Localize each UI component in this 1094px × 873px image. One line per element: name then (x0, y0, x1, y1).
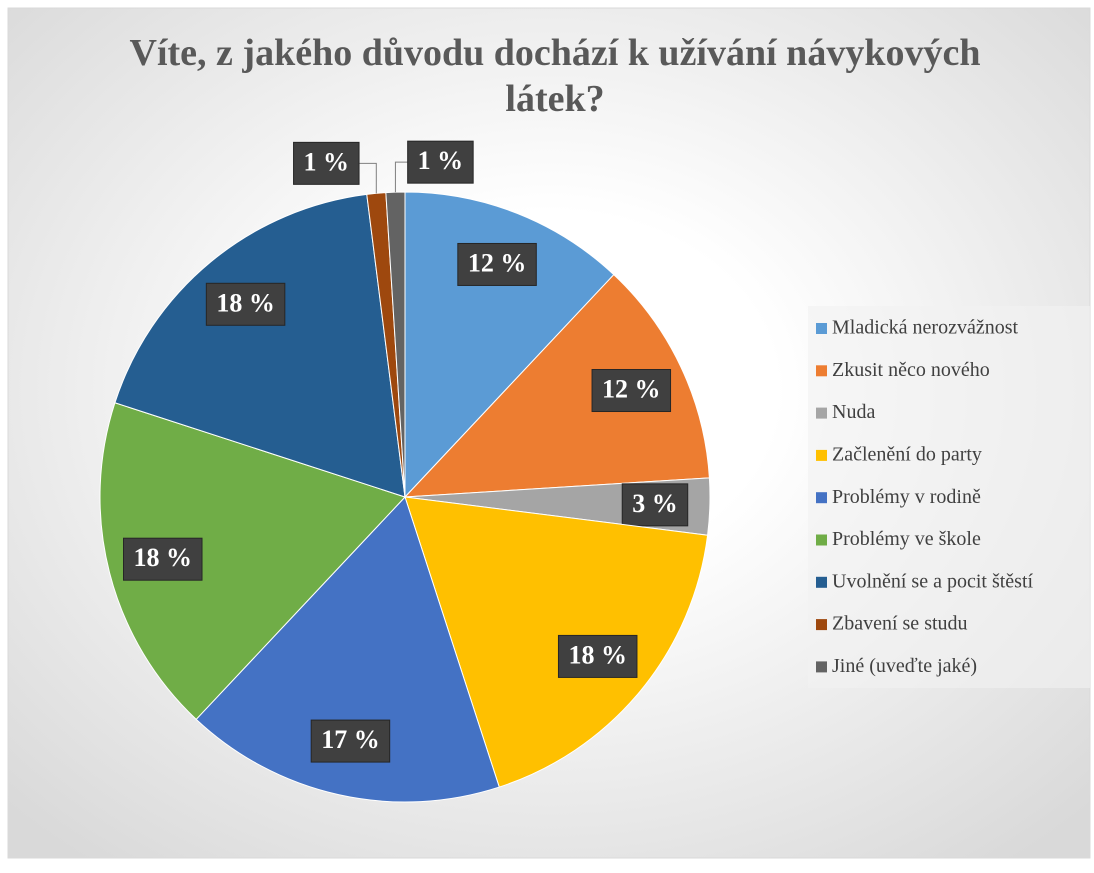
legend-label: Jiné (uveďte jaké) (832, 655, 977, 677)
pie-slice (385, 191, 406, 498)
legend-label: Zkusit něco nového (832, 359, 990, 381)
data-label: 12 % (468, 248, 527, 277)
legend-swatch (816, 576, 827, 588)
pie-slice (404, 496, 709, 788)
legend-label: Uvolnění se a pocit štěstí (832, 570, 1034, 592)
data-label-box (310, 719, 391, 763)
pie-slice (403, 273, 710, 498)
legend-swatch (816, 407, 827, 419)
data-label-box (293, 141, 360, 185)
data-label: 12 % (602, 374, 661, 403)
legend-box (808, 306, 1090, 688)
legend-swatch (816, 323, 827, 334)
data-label: 17 % (321, 725, 380, 754)
chart-title: Víte, z jakého důvodu dochází k užívání … (129, 32, 981, 120)
legend-swatch (816, 619, 827, 631)
data-label-box (205, 282, 286, 326)
legend-swatch (816, 365, 827, 377)
data-label-box (591, 369, 672, 413)
data-label: 18 % (568, 640, 627, 669)
data-label: 1 % (304, 147, 350, 176)
data-label: 18 % (216, 288, 275, 317)
data-label: 3 % (632, 489, 678, 518)
leader-line (356, 162, 377, 194)
pie-slice (404, 191, 615, 499)
data-label-box (123, 537, 203, 581)
data-label-box (621, 483, 689, 527)
legend-swatch (816, 661, 827, 673)
leader-line (394, 161, 411, 193)
data-label-box (557, 634, 638, 678)
legend-swatch (816, 449, 827, 461)
data-label-box (407, 140, 474, 184)
pie-slice (114, 193, 406, 498)
legend-label: Problémy ve škole (832, 528, 981, 550)
legend-label: Problémy v rodině (832, 486, 981, 508)
data-label-box (457, 242, 537, 286)
data-label: 18 % (134, 543, 193, 572)
legend-swatch (816, 534, 827, 546)
data-label: 1 % (418, 146, 464, 175)
legend-label: Mladická nerozvážnost (832, 317, 1018, 339)
legend-label: Zbavení se studu (832, 613, 968, 635)
pie-slice (195, 496, 500, 803)
legend-label: Začlenění do party (832, 443, 982, 465)
legend-label: Nuda (832, 401, 875, 423)
pie-slice (99, 402, 406, 721)
legend-swatch (816, 492, 827, 504)
